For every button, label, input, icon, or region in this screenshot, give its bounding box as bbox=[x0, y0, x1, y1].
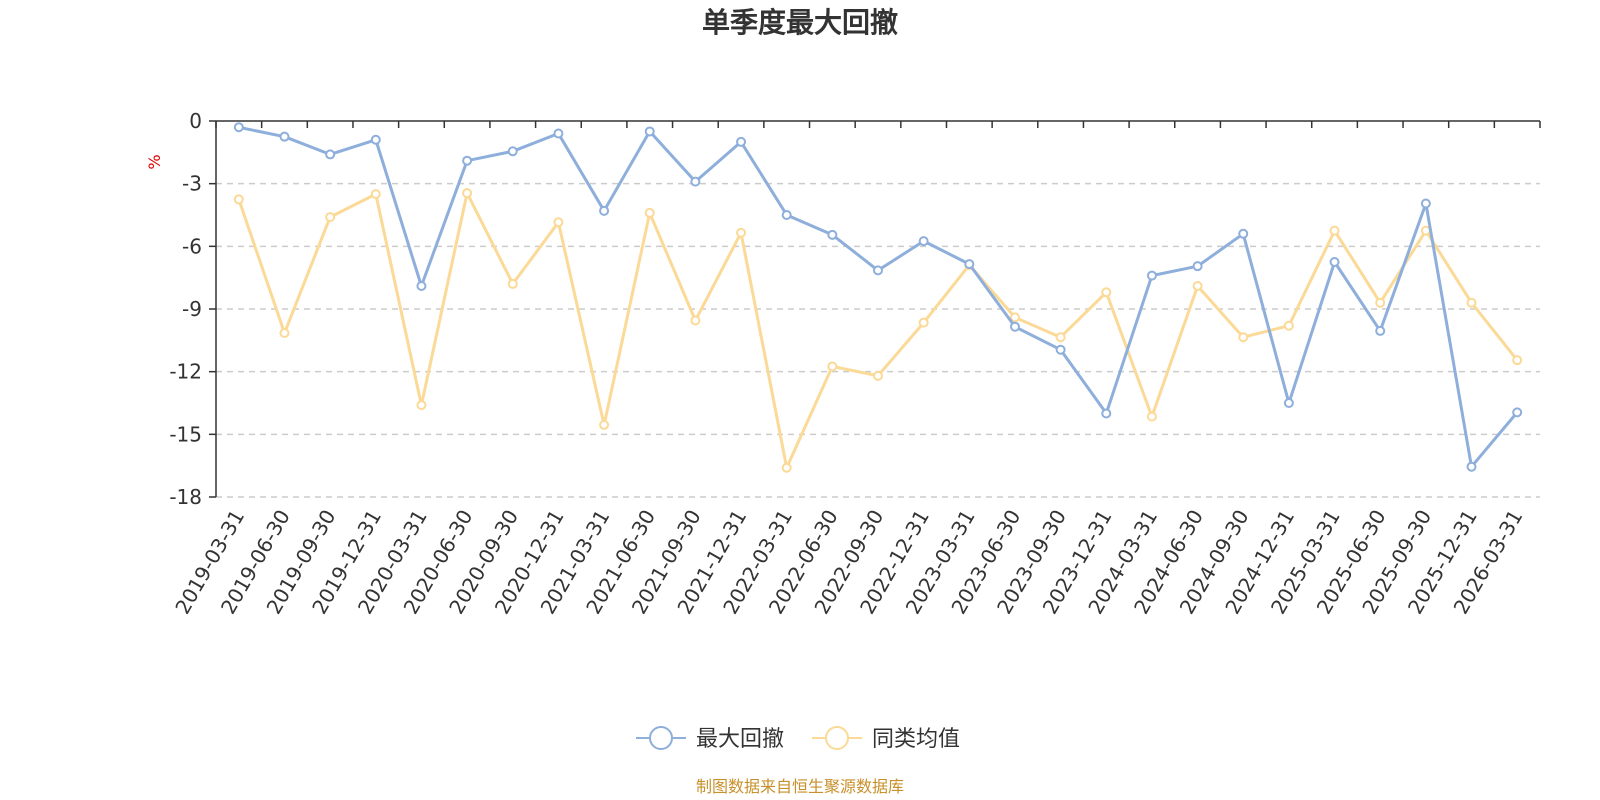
data-point[interactable] bbox=[1146, 270, 1157, 281]
data-point[interactable] bbox=[1329, 225, 1340, 236]
data-point[interactable] bbox=[1329, 257, 1340, 267]
data-point[interactable] bbox=[599, 419, 610, 430]
series-line bbox=[238, 125, 1519, 469]
data-point[interactable] bbox=[827, 361, 838, 372]
data-point[interactable] bbox=[1466, 297, 1477, 308]
data-point[interactable] bbox=[462, 155, 473, 166]
data-point[interactable] bbox=[690, 176, 701, 187]
data-point[interactable] bbox=[644, 126, 655, 137]
data-point[interactable] bbox=[1283, 398, 1294, 408]
legend[interactable]: 最大回撤 同类均值 bbox=[636, 726, 960, 752]
data-point[interactable] bbox=[1055, 344, 1066, 355]
data-point[interactable] bbox=[325, 212, 336, 223]
data-point[interactable] bbox=[507, 278, 518, 289]
data-point[interactable] bbox=[1420, 198, 1431, 209]
data-point[interactable] bbox=[690, 315, 701, 326]
y-tick-label: -9 bbox=[182, 297, 202, 321]
data-point[interactable] bbox=[1192, 281, 1203, 292]
source-note: 制图数据来自恒生聚源数据库 bbox=[696, 777, 904, 796]
y-tick-label: 0 bbox=[189, 109, 202, 133]
data-point[interactable] bbox=[416, 400, 427, 411]
legend-item[interactable]: 最大回撤 bbox=[636, 726, 784, 752]
data-point[interactable] bbox=[644, 207, 655, 218]
data-point[interactable] bbox=[918, 236, 929, 247]
legend-marker bbox=[825, 726, 849, 750]
data-point[interactable] bbox=[1238, 228, 1249, 239]
data-point[interactable] bbox=[1512, 407, 1523, 418]
data-point[interactable] bbox=[416, 281, 427, 292]
y-tick-label: -6 bbox=[182, 234, 202, 258]
data-point[interactable] bbox=[1009, 312, 1020, 323]
data-point[interactable] bbox=[233, 122, 244, 133]
legend-label: 同类均值 bbox=[872, 727, 960, 752]
data-point[interactable] bbox=[873, 265, 883, 276]
data-point[interactable] bbox=[279, 328, 290, 339]
data-point[interactable] bbox=[1512, 355, 1523, 366]
data-point[interactable] bbox=[736, 136, 747, 147]
data-point[interactable] bbox=[553, 217, 564, 228]
data-point[interactable] bbox=[233, 194, 244, 205]
data-point[interactable] bbox=[918, 317, 929, 328]
data-point[interactable] bbox=[781, 210, 792, 220]
series-最大回撤 bbox=[233, 122, 1523, 472]
data-point[interactable] bbox=[873, 370, 883, 381]
data-point[interactable] bbox=[599, 205, 610, 216]
data-point[interactable] bbox=[462, 188, 473, 199]
data-point[interactable] bbox=[1055, 332, 1066, 343]
data-point[interactable] bbox=[964, 259, 975, 270]
series-同类均值 bbox=[233, 188, 1523, 473]
legend-marker bbox=[649, 726, 673, 750]
data-point[interactable] bbox=[1375, 297, 1386, 308]
data-point[interactable] bbox=[1146, 411, 1157, 422]
grid bbox=[216, 182, 1540, 498]
data-point[interactable] bbox=[1101, 287, 1112, 298]
y-axis-unit: % bbox=[145, 154, 164, 169]
data-point[interactable] bbox=[1466, 461, 1477, 472]
legend-label: 最大回撤 bbox=[696, 727, 784, 752]
data-point[interactable] bbox=[279, 131, 290, 142]
data-point[interactable] bbox=[781, 462, 792, 473]
y-tick-label: -12 bbox=[169, 360, 202, 384]
y-tick-label: -3 bbox=[182, 172, 202, 196]
data-point[interactable] bbox=[1375, 325, 1386, 336]
data-point[interactable] bbox=[736, 227, 747, 238]
data-point[interactable] bbox=[507, 146, 518, 157]
chart-title: 单季度最大回撤 bbox=[702, 6, 898, 39]
data-point[interactable] bbox=[1009, 321, 1020, 332]
y-tick-label: -18 bbox=[169, 485, 202, 509]
data-point[interactable] bbox=[325, 149, 336, 160]
data-point[interactable] bbox=[1283, 320, 1294, 331]
data-point[interactable] bbox=[827, 229, 838, 240]
y-tick-label: -15 bbox=[169, 422, 202, 446]
series-layer bbox=[233, 122, 1523, 473]
series-line bbox=[237, 191, 1519, 470]
data-point[interactable] bbox=[1192, 261, 1203, 272]
legend-item[interactable]: 同类均值 bbox=[812, 726, 960, 752]
data-point[interactable] bbox=[1238, 332, 1249, 343]
data-point[interactable] bbox=[1101, 408, 1112, 419]
data-point[interactable] bbox=[553, 128, 564, 139]
data-point[interactable] bbox=[370, 134, 381, 145]
axes: 0-3-6-9-12-15-182019-03-312019-06-302019… bbox=[169, 109, 1541, 618]
data-point[interactable] bbox=[370, 189, 381, 200]
